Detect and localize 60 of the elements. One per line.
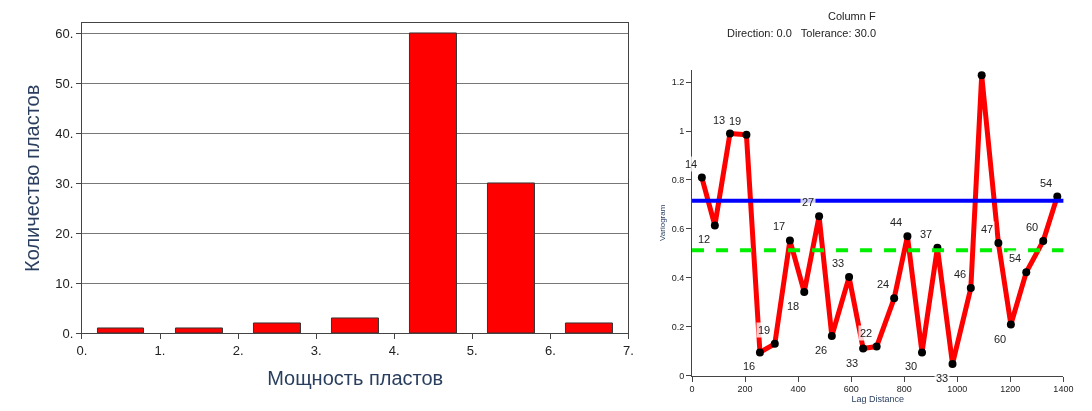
x-tick-label: 1200 — [1000, 384, 1021, 395]
annotation: 14 — [685, 158, 698, 170]
chart-title: Column F — [828, 10, 876, 22]
y-tick-label: 10. — [55, 275, 74, 291]
x-tick-label: 4. — [388, 342, 400, 358]
y-tick-label: 1 — [679, 126, 685, 137]
annotation: 54 — [1009, 252, 1022, 264]
x-tick-label: 800 — [896, 384, 912, 395]
x-tick-label: 5. — [466, 342, 478, 358]
annotation: 46 — [954, 268, 967, 280]
annotation: 30 — [905, 360, 918, 372]
x-tick-label: 600 — [843, 384, 859, 395]
y-tick-label: 1.2 — [671, 77, 685, 88]
y-tick-label: 0.8 — [671, 175, 685, 186]
y-tick-label: 0.2 — [671, 321, 685, 332]
x-tick-label: 2. — [232, 342, 244, 358]
x-tick-label: 6. — [544, 342, 556, 358]
y-tick-label: 40. — [55, 125, 74, 141]
y-tick-label: 50. — [55, 75, 74, 91]
x-tick-label: 3. — [310, 342, 322, 358]
annotation: 60 — [1026, 221, 1039, 233]
x-tick-label: 1000 — [947, 384, 968, 395]
annotation: 33 — [936, 372, 949, 384]
annotation: 54 — [1040, 177, 1053, 189]
x-tick-label: 400 — [790, 384, 806, 395]
y-tick-label: 60. — [55, 26, 74, 42]
annotation: 16 — [743, 360, 756, 372]
annotation: 44 — [890, 216, 903, 228]
x-tick-label: 1400 — [1053, 384, 1074, 395]
x-tick-label: 0 — [689, 384, 695, 395]
y-tick-label: 0.6 — [671, 224, 685, 235]
annotation: 33 — [846, 357, 859, 369]
annotation: 19 — [729, 115, 742, 127]
annotation: 18 — [787, 300, 800, 312]
annotation: 19 — [758, 324, 771, 336]
y-axis-title: Количество пластов — [20, 84, 43, 272]
x-axis-title: Lag Distance — [851, 394, 904, 405]
annotation: 17 — [773, 220, 786, 232]
y-tick-label: 0.4 — [671, 272, 685, 283]
x-tick-label: 0. — [76, 342, 88, 358]
annotation: 22 — [860, 327, 873, 339]
y-tick-label: 20. — [55, 225, 74, 241]
x-tick-label: 7. — [622, 342, 634, 358]
annotation: 27 — [802, 196, 815, 208]
annotation: 12 — [698, 233, 711, 245]
annotation: 47 — [981, 223, 994, 235]
annotation: 60 — [994, 333, 1007, 345]
y-tick-label: 0. — [62, 325, 74, 341]
x-tick-label: 200 — [737, 384, 753, 395]
x-tick-label: 1. — [154, 342, 166, 358]
annotation: 37 — [920, 228, 933, 240]
annotation: 33 — [832, 257, 845, 269]
annotation: 13 — [713, 114, 726, 126]
chart-subtitle: Direction: 0.0 Tolerance: 30.0 — [727, 27, 876, 39]
annotation: 24 — [877, 278, 890, 290]
y-tick-label: 30. — [55, 175, 74, 191]
y-axis-title: Variogram — [658, 204, 668, 241]
y-tick-label: 0 — [679, 370, 685, 381]
annotation: 26 — [815, 344, 828, 356]
x-axis-title: Мощность пластов — [267, 367, 444, 390]
